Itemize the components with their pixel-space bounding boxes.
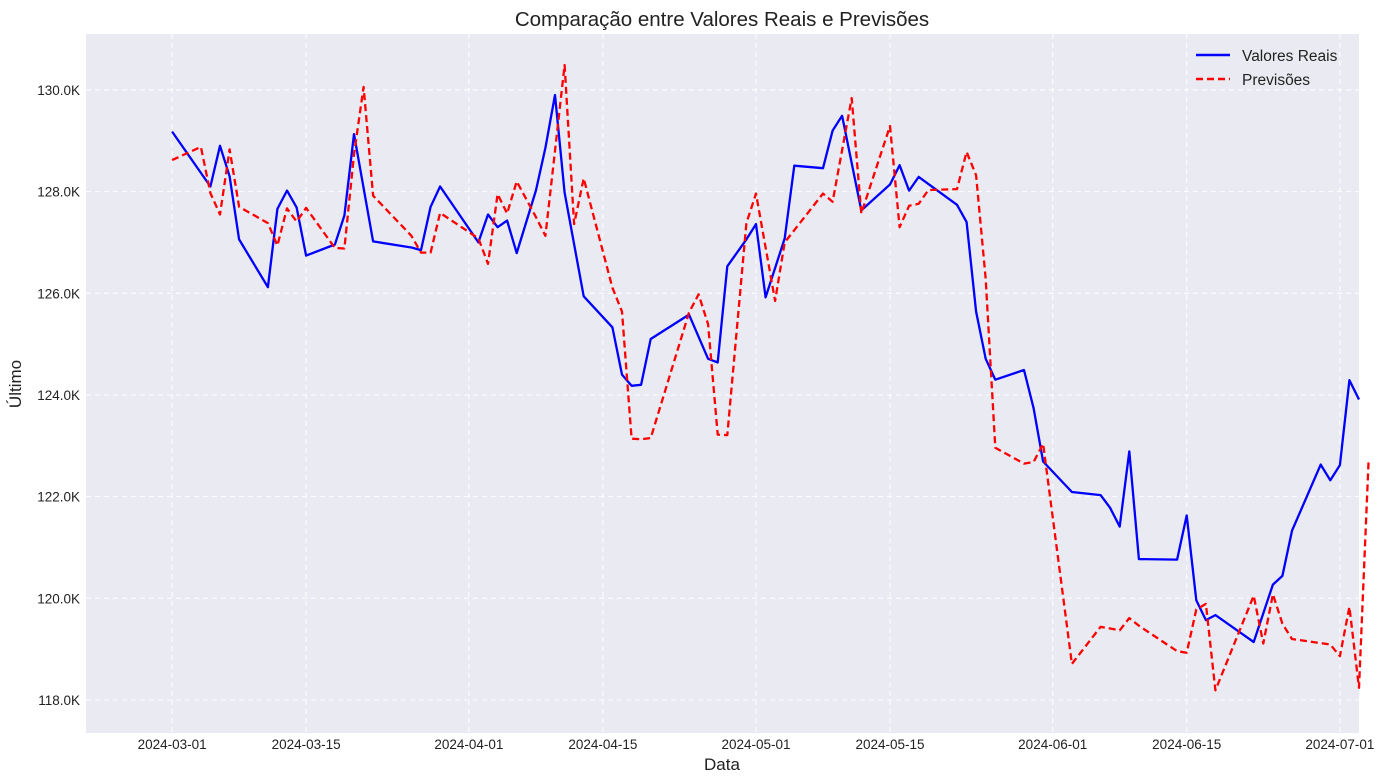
x-tick-label: 2024-03-01 — [138, 737, 207, 752]
x-tick-label: 2024-05-01 — [721, 737, 790, 752]
series-line-valores-reais — [171, 93, 1361, 644]
y-tick-label: 130.0K — [37, 83, 80, 98]
x-tick-label: 2024-04-15 — [568, 737, 637, 752]
y-tick-label: 120.0K — [37, 591, 80, 606]
x-tick-label: 2024-07-01 — [1305, 737, 1374, 752]
x-axis: 2024-03-01 2024-03-15 2024-04-01 2024-04-15… — [138, 737, 1375, 752]
chart-title: Comparação entre Valores Reais e Previsõ… — [515, 8, 929, 31]
x-tick-label: 2024-03-15 — [272, 737, 341, 752]
x-tick-label: 2024-06-15 — [1152, 737, 1221, 752]
y-tick-label: 122.0K — [37, 490, 80, 505]
legend: Valores Reais Previsões — [1196, 48, 1338, 89]
y-tick-label: 128.0K — [37, 185, 80, 200]
series-layer — [171, 63, 1370, 692]
y-axis-title: Último — [6, 360, 25, 408]
y-tick-label: 126.0K — [37, 286, 80, 301]
x-tick-label: 2024-04-01 — [434, 737, 503, 752]
x-axis-title: Data — [704, 755, 740, 774]
legend-label-previsoes: Previsões — [1242, 72, 1310, 89]
x-tick-label: 2024-05-15 — [855, 737, 924, 752]
y-tick-label: 124.0K — [37, 388, 80, 403]
series-line-previsoes — [171, 63, 1370, 692]
y-tick-label: 118.0K — [38, 693, 80, 708]
legend-label-reais: Valores Reais — [1242, 48, 1338, 65]
y-axis: 118.0K 120.0K 122.0K 124.0K 126.0K 128.0K 130.… — [37, 83, 80, 708]
plot-background — [86, 34, 1359, 733]
x-tick-label: 2024-06-01 — [1018, 737, 1087, 752]
